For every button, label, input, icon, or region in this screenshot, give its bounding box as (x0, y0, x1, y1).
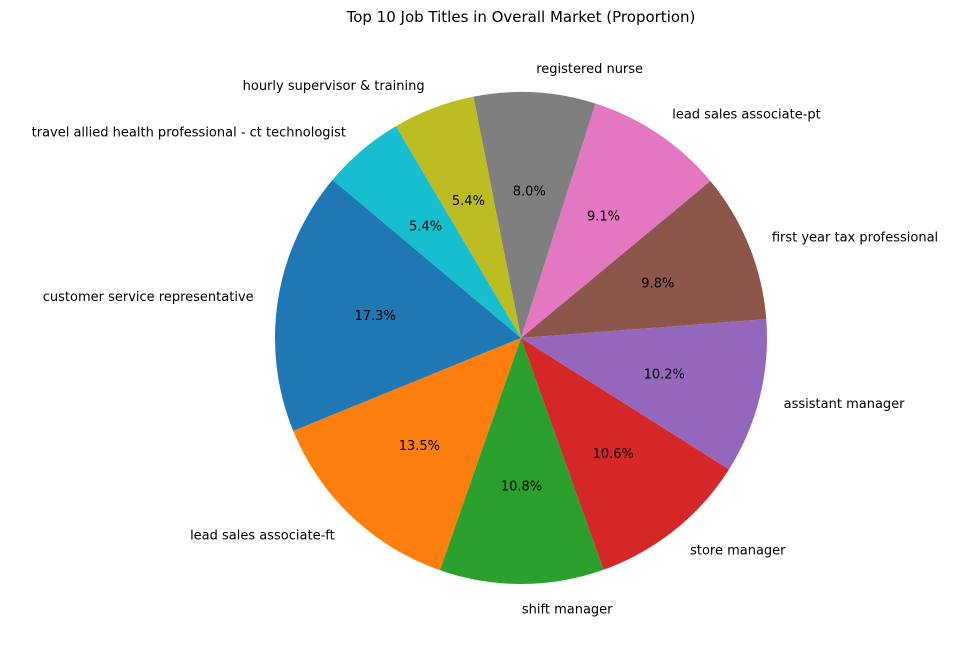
pie-slices (274, 91, 768, 584)
percent-label-lead-sales-associate-ft: 13.5% (399, 439, 440, 454)
pie-slice-hourly-supervisor-training (395, 96, 521, 339)
percent-labels: 17.3% 13.5% 10.8% 10.6% 10.2% 9.8% 9.1% 8.0% 5.4… (355, 185, 685, 495)
percent-label-lead-sales-associate-pt: 9.1% (587, 210, 620, 225)
percent-label-travel-allied-health-professional-ct-technologist: 5.4% (409, 219, 442, 234)
pie-slice-first-year-tax-professional (521, 180, 767, 338)
pie-slice-store-manager (521, 338, 730, 570)
pie-slice-shift-manager (439, 338, 604, 584)
slice-label-lead-sales-associate-ft: lead sales associate-ft (190, 528, 335, 543)
percent-label-hourly-supervisor-training: 5.4% (452, 194, 485, 209)
slice-label-store-manager: store manager (690, 543, 786, 558)
slice-labels: customer service representative lead sale… (32, 62, 939, 618)
percent-label-store-manager: 10.6% (593, 447, 634, 462)
pie-slice-lead-sales-associate-ft (293, 338, 521, 571)
slice-label-registered-nurse: registered nurse (536, 62, 643, 77)
slice-label-hourly-supervisor-training: hourly supervisor & training (243, 79, 425, 94)
slice-label-travel-allied-health-professional-ct-technologist: travel allied health professional - ct t… (32, 126, 346, 141)
pie-slice-travel-allied-health-professional-ct-technologist (332, 126, 521, 339)
slice-label-assistant-manager: assistant manager (784, 397, 906, 412)
pie-slice-customer-service-representative (274, 179, 521, 432)
percent-label-assistant-manager: 10.2% (644, 368, 685, 383)
slice-label-first-year-tax-professional: first year tax professional (772, 230, 938, 245)
chart-title: Top 10 Job Titles in Overall Market (Pro… (346, 8, 696, 26)
percent-label-first-year-tax-professional: 9.8% (641, 277, 674, 292)
slice-label-shift-manager: shift manager (522, 603, 613, 618)
pie-slice-registered-nurse (473, 91, 596, 339)
percent-label-registered-nurse: 8.0% (513, 185, 546, 200)
slice-label-lead-sales-associate-pt: lead sales associate-pt (672, 108, 821, 123)
pie-slice-assistant-manager (521, 319, 768, 470)
percent-label-customer-service-representative: 17.3% (355, 309, 396, 324)
percent-label-shift-manager: 10.8% (501, 480, 542, 495)
pie-slice-lead-sales-associate-pt (521, 103, 711, 338)
slice-label-customer-service-representative: customer service representative (43, 290, 254, 305)
